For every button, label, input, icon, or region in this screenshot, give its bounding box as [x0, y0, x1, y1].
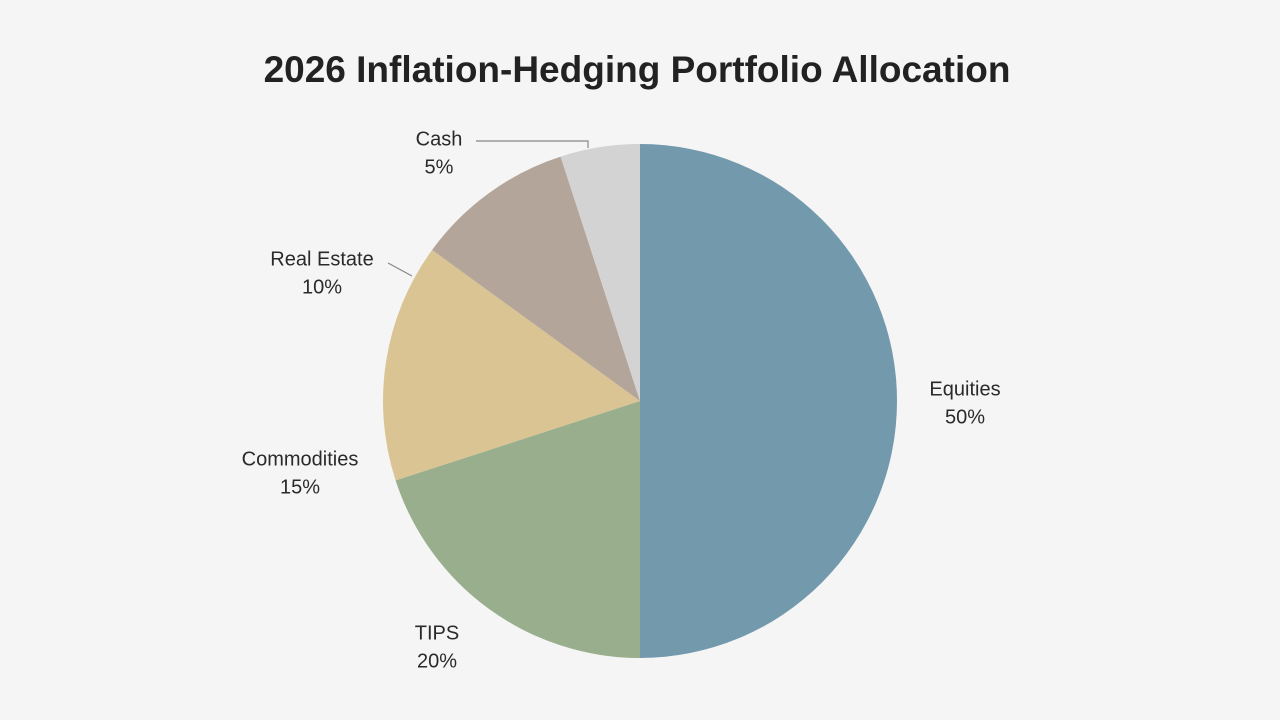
pie-slice	[383, 249, 640, 481]
value-label: 50%	[945, 406, 985, 428]
slice-label: Equities	[929, 378, 1000, 400]
slice-label: Cash	[416, 128, 463, 150]
value-label: 5%	[425, 156, 454, 178]
slice-label: TIPS	[415, 622, 459, 644]
value-label: 10%	[302, 276, 342, 298]
leader-line	[387, 262, 413, 277]
leader-line	[476, 140, 589, 148]
pie-slice	[560, 144, 640, 401]
slice-label: Commodities	[242, 448, 359, 470]
slice-label: Real Estate	[270, 248, 373, 270]
pie-slice	[640, 144, 897, 658]
pie-slice	[395, 401, 640, 658]
chart-title: 2026 Inflation-Hedging Portfolio Allocat…	[264, 49, 1011, 90]
value-label: 20%	[417, 650, 457, 672]
pie-slice	[432, 156, 640, 401]
value-label: 15%	[280, 476, 320, 498]
